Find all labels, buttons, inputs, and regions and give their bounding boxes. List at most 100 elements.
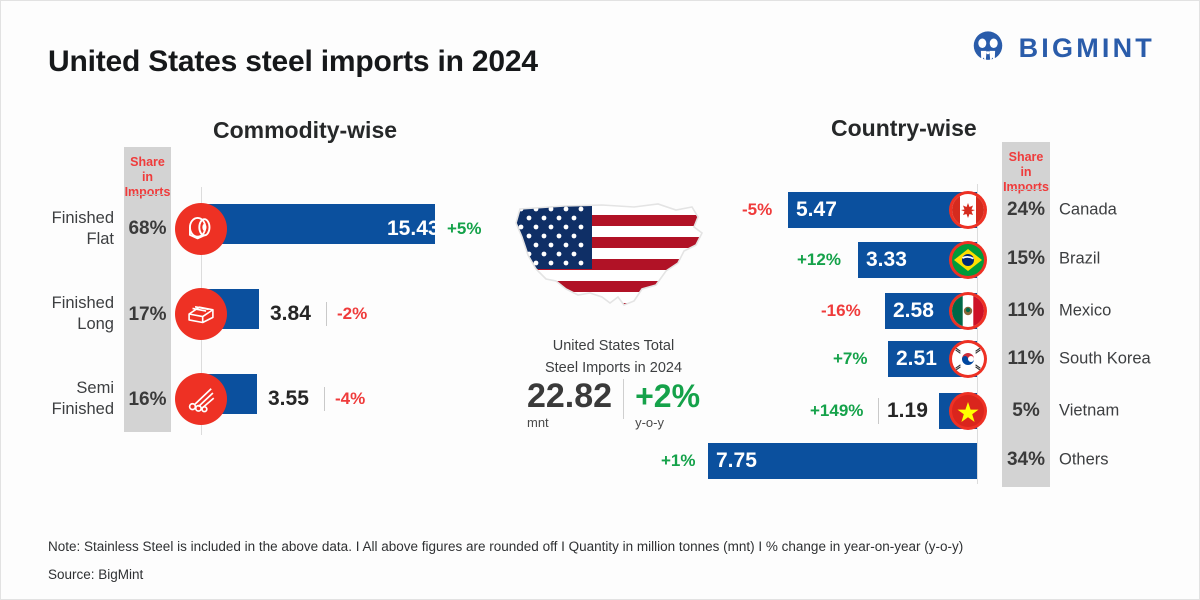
total-change-block: +2% y-o-y — [635, 379, 700, 430]
canada-flag-glyph — [952, 194, 984, 226]
country-bar-value: 7.75 — [716, 449, 757, 472]
share-header-line2: Imports — [124, 185, 171, 199]
vietnam-flag-icon — [949, 392, 987, 430]
country-section-heading: Country-wise — [831, 115, 977, 141]
value-divider — [326, 302, 327, 326]
bigmint-logo-icon — [973, 31, 1002, 63]
share-header-line1: Share in — [130, 155, 165, 184]
country-change-pct: +7% — [833, 349, 868, 368]
south-korea-flag-image — [952, 343, 984, 375]
brand-name: BIGMINT — [1018, 32, 1155, 63]
country-label-south-korea: South Korea — [1059, 349, 1151, 368]
country-bar-value: 2.51 — [896, 347, 937, 370]
steel-billets-glyph — [188, 388, 215, 413]
brazil-flag-icon — [949, 241, 987, 279]
canada-flag-icon — [949, 191, 987, 229]
country-bar-value: 1.19 — [887, 399, 928, 422]
country-axis-baseline — [977, 184, 978, 484]
country-share-value: 15% — [1006, 248, 1046, 269]
country-label-canada: Canada — [1059, 200, 1117, 219]
commodity-category-label: Finished Flat — [52, 208, 114, 250]
country-label-others: Others — [1059, 450, 1109, 469]
category-label-line2: Long — [77, 315, 114, 333]
total-change: +2% — [635, 378, 701, 414]
commodity-share-value: 17% — [128, 304, 167, 325]
country-share-value: 11% — [1007, 300, 1045, 321]
category-label-line2: Flat — [86, 230, 114, 248]
map-caption-line2: Steel Imports in 2024 — [544, 360, 683, 376]
steel-beams-icon — [175, 288, 227, 340]
category-label-line1: Semi — [76, 379, 114, 397]
category-label-line1: Finished — [51, 209, 114, 227]
vietnam-flag-image — [952, 395, 984, 427]
country-bar-value: 5.47 — [796, 198, 837, 221]
brazil-flag-image — [952, 244, 984, 276]
commodity-category-label: Finished Long — [52, 293, 114, 335]
country-label-mexico: Mexico — [1059, 301, 1112, 320]
share-header-divider — [132, 194, 163, 195]
country-change-pct: +12% — [797, 250, 841, 269]
share-header-divider — [1010, 189, 1042, 190]
footer-source: Source: BigMint — [48, 567, 144, 582]
country-bar-value: 3.33 — [866, 248, 907, 271]
total-change-label: y-o-y — [635, 415, 664, 430]
share-header-line1: Share in — [1008, 150, 1044, 179]
steel-billets-icon — [175, 373, 227, 425]
country-bar-others — [708, 443, 977, 479]
steel-coil-glyph — [189, 217, 211, 240]
map-caption-line1: United States Total — [552, 338, 675, 354]
total-divider — [623, 379, 625, 419]
commodity-change-pct: -4% — [335, 389, 366, 408]
steel-beams-glyph — [188, 305, 214, 324]
country-label-brazil: Brazil — [1059, 249, 1101, 268]
page-title: United States steel imports in 2024 — [48, 45, 538, 78]
us-map-glyph — [515, 203, 704, 306]
country-change-pct: +1% — [661, 451, 696, 470]
value-divider — [878, 398, 879, 424]
steel-coil-icon — [175, 203, 227, 255]
total-imports-summary: 22.82 mnt +2% y-o-y — [506, 379, 721, 430]
south-korea-flag-glyph — [952, 343, 984, 375]
total-value-block: 22.82 mnt — [527, 379, 612, 430]
country-label-vietnam: Vietnam — [1059, 401, 1120, 420]
canada-flag-image — [952, 194, 984, 226]
country-share-value: 11% — [1007, 348, 1045, 369]
total-value: 22.82 — [526, 377, 613, 415]
commodity-change-pct: -2% — [337, 304, 368, 323]
country-share-header: Share in Imports — [1002, 150, 1050, 195]
commodity-bar-value: 3.84 — [270, 302, 311, 325]
mexico-flag-icon — [949, 292, 987, 330]
commodity-category-label: Semi Finished — [52, 378, 114, 420]
commodity-bar-value: 15.43 — [387, 217, 440, 240]
category-label-line2: Finished — [51, 400, 114, 418]
country-bar-canada — [788, 192, 977, 228]
country-change-pct: -5% — [742, 200, 773, 219]
country-share-value: 34% — [1006, 449, 1046, 470]
country-change-pct: +149% — [810, 401, 864, 420]
map-caption: United States Total Steel Imports in 202… — [506, 335, 721, 379]
commodity-bar-value: 3.55 — [268, 387, 309, 410]
brazil-flag-glyph — [952, 244, 984, 276]
south-korea-flag-icon — [949, 340, 987, 378]
commodity-share-value: 68% — [128, 218, 167, 239]
country-change-pct: -16% — [821, 301, 861, 320]
commodity-change-pct: +5% — [447, 219, 482, 238]
category-label-line1: Finished — [51, 294, 114, 312]
commodity-section-heading: Commodity-wise — [213, 117, 398, 143]
brand-logo: BIGMINT — [969, 29, 1155, 67]
total-unit: mnt — [526, 415, 549, 430]
vietnam-flag-glyph — [952, 395, 984, 427]
country-share-value: 5% — [1012, 400, 1040, 421]
country-share-column: Share in Imports 24% 15% 11% 11% 5% 34% — [1002, 142, 1050, 487]
mexico-flag-glyph — [952, 295, 984, 327]
commodity-bar-finished-flat — [201, 204, 435, 244]
country-bar-value: 2.58 — [893, 299, 934, 322]
country-share-value: 24% — [1006, 199, 1046, 220]
value-divider — [324, 387, 325, 411]
share-header-line2: Imports — [1003, 180, 1049, 194]
commodity-share-header: Share in Imports — [124, 155, 171, 200]
commodity-share-column: Share in Imports 68% 17% 16% — [124, 147, 171, 432]
commodity-share-value: 16% — [128, 389, 167, 410]
united-states-flag-map-icon — [506, 193, 721, 333]
